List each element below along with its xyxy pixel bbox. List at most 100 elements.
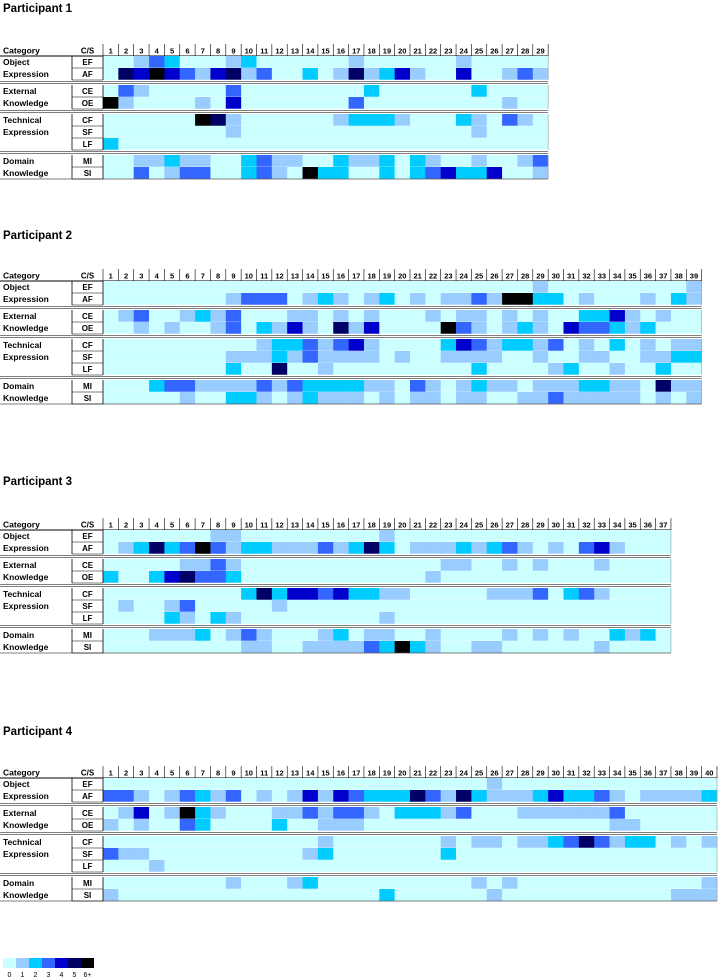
heat-cell: [317, 68, 334, 80]
heat-cell: [133, 559, 150, 571]
heat-cell: [379, 310, 395, 322]
column-label: 10: [245, 521, 253, 530]
heat-cell: [425, 155, 441, 167]
column-label: 19: [383, 521, 391, 530]
heat-cell: [164, 97, 181, 109]
heat-cell: [118, 339, 134, 351]
column-label: 27: [506, 272, 514, 281]
heat-cell: [241, 293, 257, 305]
heat-cell: [578, 392, 595, 404]
heat-cell: [287, 68, 303, 80]
heat-cell: [195, 97, 211, 109]
heat-cell: [210, 56, 227, 68]
heat-cell: [502, 612, 518, 624]
group-label: Knowledge: [3, 572, 49, 582]
heat-cell: [103, 848, 119, 860]
column-label: 34: [613, 272, 622, 281]
heat-cell: [624, 877, 641, 889]
group-label: Object: [3, 779, 30, 789]
heat-cell: [287, 281, 303, 293]
column-label: 20: [398, 521, 406, 530]
row-code: AF: [82, 70, 93, 79]
heat-cell: [164, 790, 181, 802]
heat-cell: [594, 530, 610, 542]
column-label: 36: [644, 272, 652, 281]
column-label: 33: [598, 272, 606, 281]
heat-cell: [640, 612, 656, 624]
heat-cell: [486, 612, 503, 624]
heat-cell: [103, 380, 119, 392]
column-label: 18: [367, 769, 375, 778]
heat-cell: [548, 310, 564, 322]
heat-cell: [394, 138, 411, 150]
heat-cell: [425, 138, 441, 150]
heat-cell: [624, 571, 641, 583]
heat-cell: [655, 807, 672, 819]
heat-cell: [195, 310, 211, 322]
heat-cell: [532, 807, 549, 819]
heat-cell: [548, 351, 564, 363]
heat-cell: [271, 114, 288, 126]
heat-cell: [118, 641, 134, 653]
heat-cell: [609, 819, 626, 831]
heat-cell: [486, 600, 503, 612]
heat-cell: [471, 807, 488, 819]
heat-cell: [578, 877, 595, 889]
heat-cell: [210, 559, 227, 571]
heat-cell: [517, 68, 534, 80]
column-label: 28: [521, 272, 529, 281]
heat-cell: [164, 85, 181, 97]
heat-cell: [471, 85, 488, 97]
heat-cell: [118, 138, 134, 150]
heat-cell: [133, 339, 150, 351]
heat-cell: [241, 138, 257, 150]
heat-cell: [333, 310, 349, 322]
heat-cell: [149, 97, 165, 109]
group-label: Expression: [3, 294, 49, 304]
heat-cell: [548, 281, 564, 293]
heat-cell: [532, 612, 549, 624]
heat-cell: [379, 889, 395, 901]
column-label: 25: [475, 769, 483, 778]
heat-cell: [532, 600, 549, 612]
column-label: 15: [321, 272, 329, 281]
heat-cell: [210, 281, 227, 293]
heat-cell: [363, 167, 380, 179]
heat-cell: [133, 807, 150, 819]
heat-cell: [548, 612, 564, 624]
heat-cell: [379, 819, 395, 831]
column-label: 4: [155, 272, 160, 281]
heat-cell: [103, 571, 119, 583]
heat-cell: [563, 530, 580, 542]
heat-cell: [578, 559, 595, 571]
heat-cell: [379, 530, 395, 542]
heat-cell: [502, 293, 518, 305]
heat-cell: [425, 836, 441, 848]
column-label: 25: [475, 272, 483, 281]
heat-cell: [624, 819, 641, 831]
heat-cell: [578, 571, 595, 583]
heat-cell: [456, 542, 472, 554]
heat-cell: [164, 612, 181, 624]
row-code: CF: [82, 341, 93, 350]
heat-cell: [578, 629, 595, 641]
heat-cell: [271, 807, 288, 819]
heat-cell: [149, 588, 165, 600]
heat-cell: [256, 380, 273, 392]
heat-cell: [348, 380, 365, 392]
row-code: EF: [82, 283, 92, 292]
heat-cell: [624, 600, 641, 612]
heat-cell: [670, 807, 687, 819]
heat-cell: [149, 281, 165, 293]
heat-cell: [517, 380, 534, 392]
heat-cell: [425, 363, 441, 375]
heat-cell: [164, 392, 181, 404]
column-label: 13: [291, 521, 299, 530]
heat-cell: [333, 97, 349, 109]
heat-cell: [563, 322, 580, 334]
heat-cell: [563, 571, 580, 583]
row-code: SF: [82, 128, 92, 137]
heat-cell: [670, 339, 687, 351]
column-label: 23: [444, 521, 452, 530]
heat-cell: [563, 363, 580, 375]
